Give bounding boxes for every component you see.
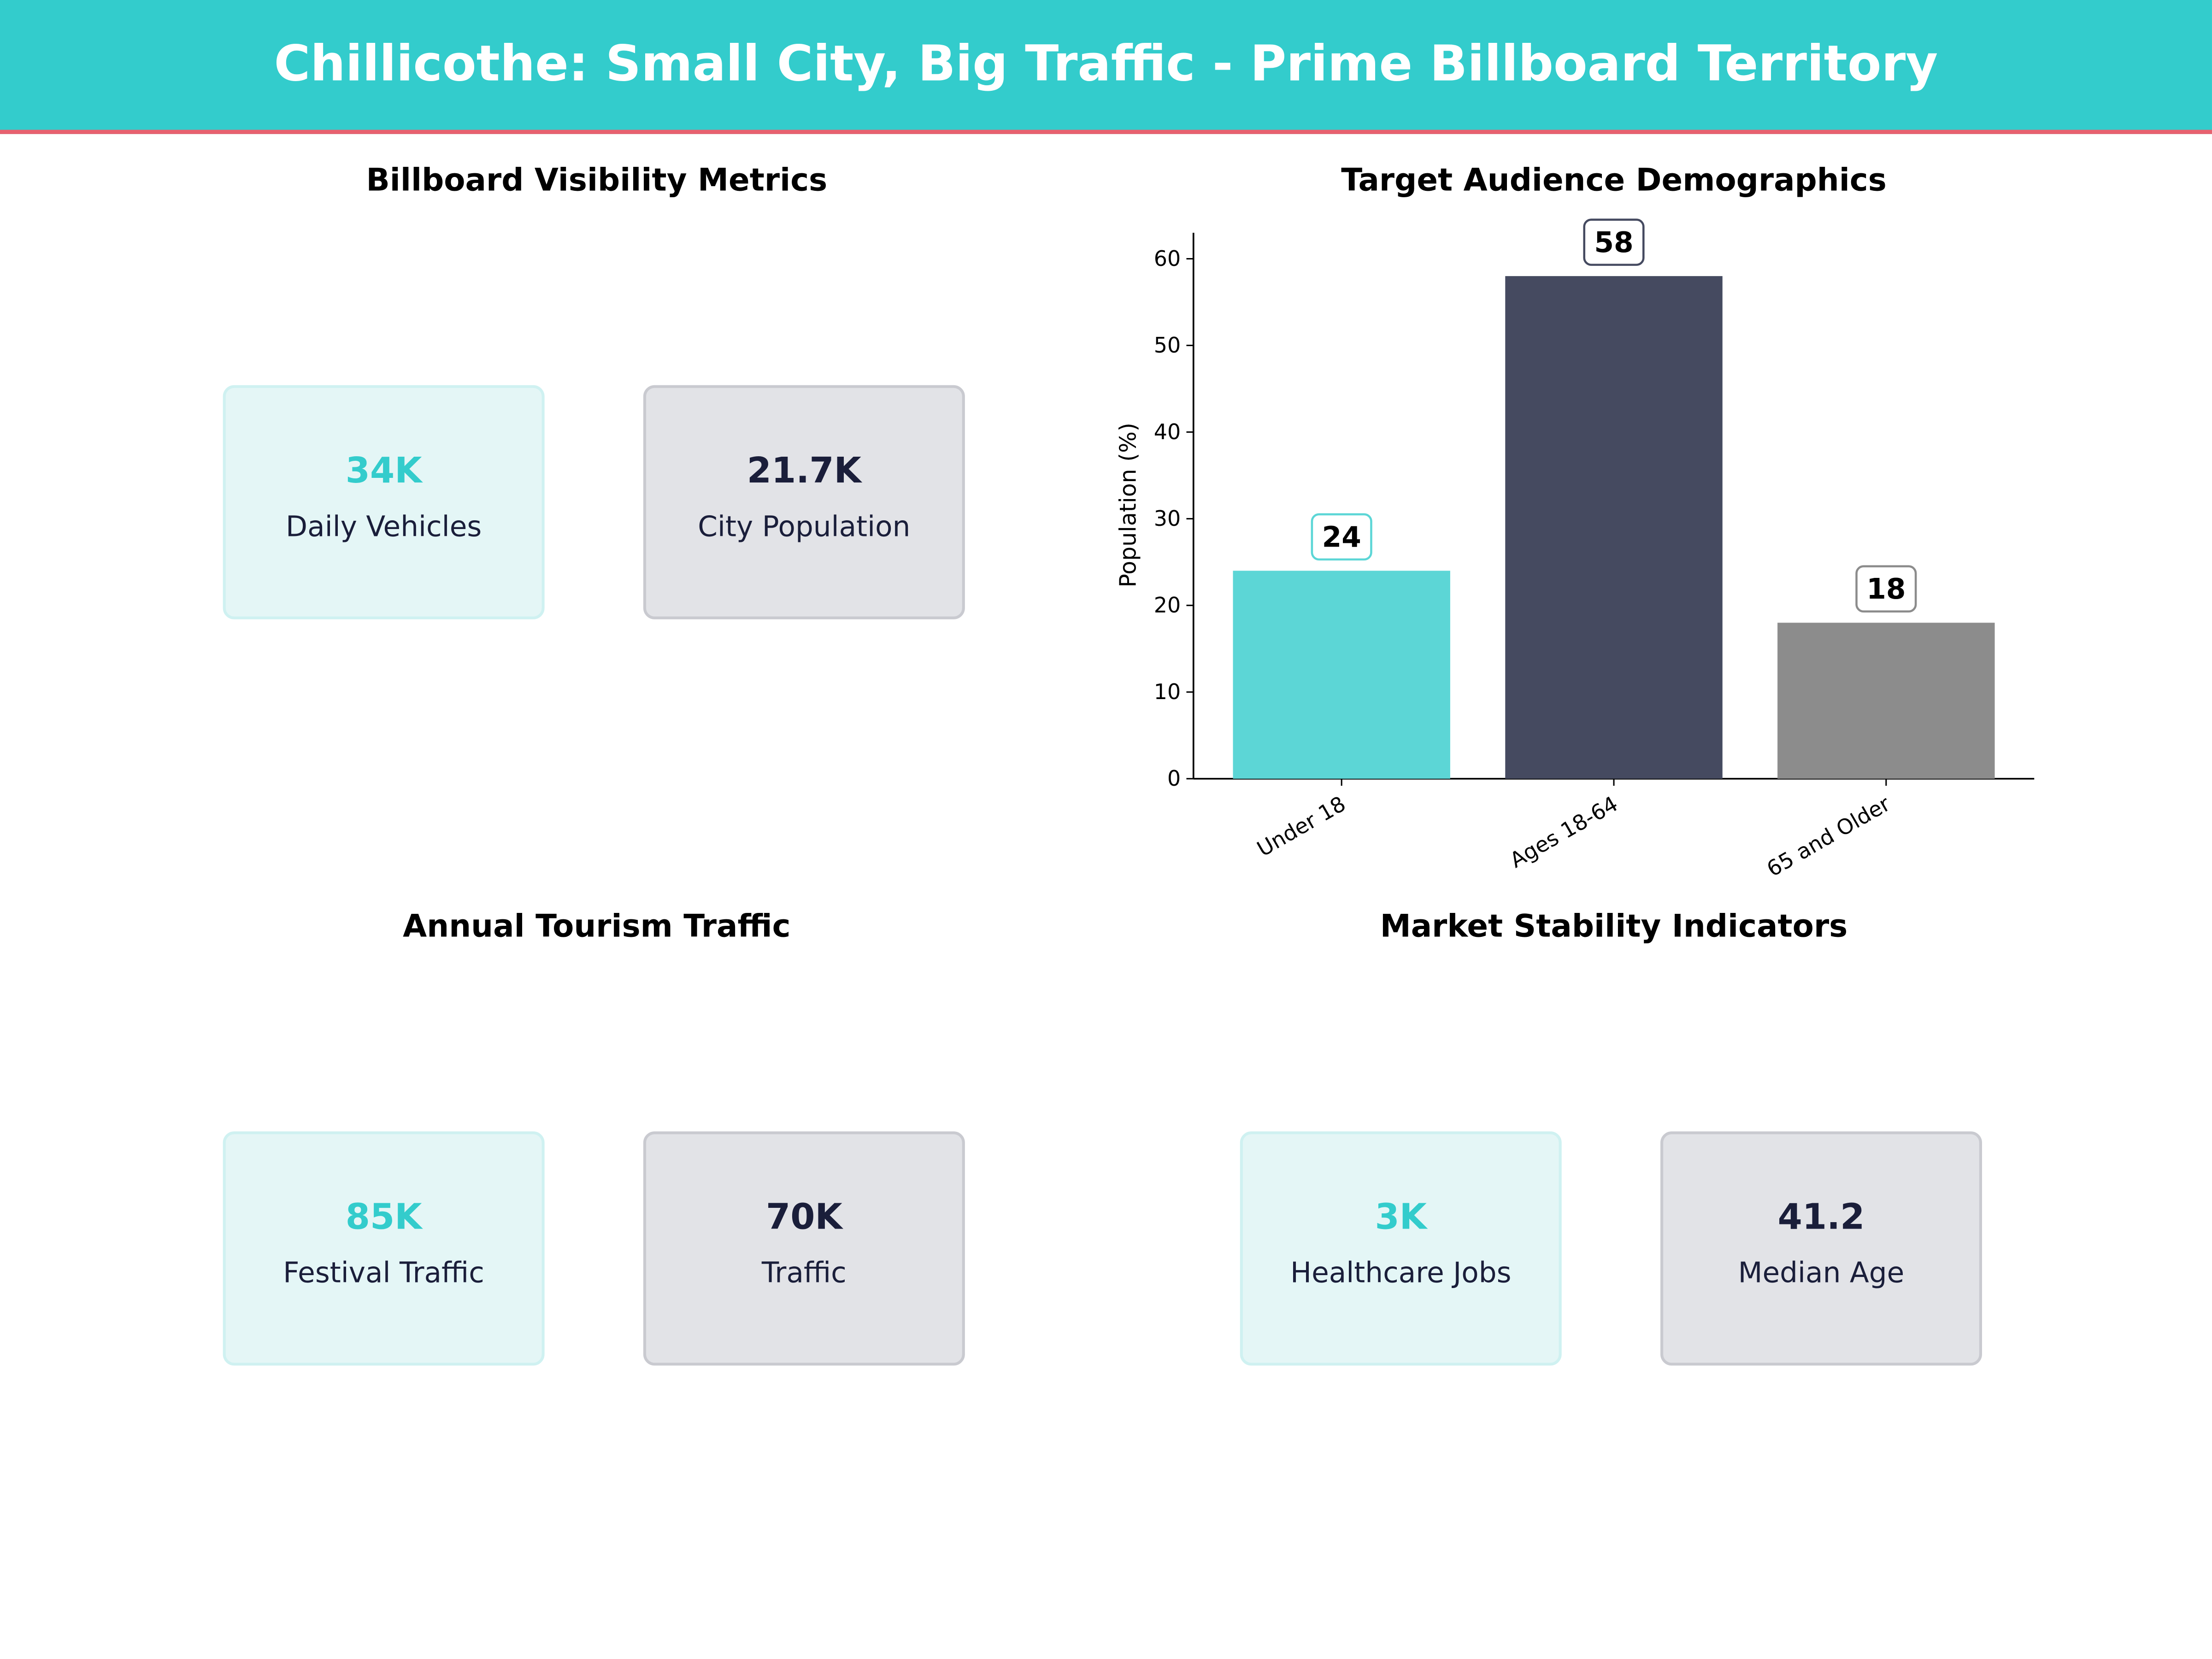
chart-title: Target Audience Demographics xyxy=(1341,164,1887,199)
y-axis-label: Population (%) xyxy=(1115,423,1141,588)
card-label: Festival Traffic xyxy=(283,1255,484,1289)
y-tick-label: 60 xyxy=(1154,246,1181,271)
data-label-box xyxy=(1855,565,1917,613)
x-tick-label: Under 18 xyxy=(1253,791,1350,862)
x-tick-label: Ages 18-64 xyxy=(1506,791,1622,873)
traffic-card: 70K Traffic xyxy=(643,1131,965,1366)
data-label-box xyxy=(1583,218,1645,266)
bar-65-and-older xyxy=(1777,623,1995,779)
card-label: Healthcare Jobs xyxy=(1290,1255,1512,1289)
data-label: 18 xyxy=(1866,573,1906,606)
festival-traffic-card: 85K Festival Traffic xyxy=(223,1131,545,1366)
x-tick-label: 65 and Older xyxy=(1763,791,1894,882)
y-tick-label: 30 xyxy=(1154,506,1181,531)
visibility-panel-title: Billboard Visibility Metrics xyxy=(366,164,828,199)
daily-vehicles-card: 34K Daily Vehicles xyxy=(223,385,545,619)
y-tick-label: 10 xyxy=(1154,679,1181,704)
data-label: 58 xyxy=(1594,226,1633,259)
card-label: City Population xyxy=(698,509,911,543)
card-value: 3K xyxy=(1375,1196,1427,1237)
data-label: 24 xyxy=(1322,521,1361,553)
y-tick-label: 50 xyxy=(1154,333,1181,358)
stability-panel-title: Market Stability Indicators xyxy=(1380,910,1848,946)
card-value: 70K xyxy=(765,1196,842,1237)
page-title: Chillicothe: Small City, Big Traffic - P… xyxy=(274,36,1938,94)
card-value: 41.2 xyxy=(1777,1196,1865,1237)
card-label: Traffic xyxy=(761,1255,847,1289)
card-value: 21.7K xyxy=(747,450,861,491)
bar-under-18 xyxy=(1233,571,1450,779)
bar-ages-18-64 xyxy=(1505,276,1723,779)
y-tick-label: 20 xyxy=(1154,593,1181,618)
city-population-card: 21.7K City Population xyxy=(643,385,965,619)
y-tick-label: 40 xyxy=(1154,419,1181,444)
y-tick-label: 0 xyxy=(1167,766,1181,791)
card-label: Median Age xyxy=(1738,1255,1905,1289)
header-banner: Chillicothe: Small City, Big Traffic - P… xyxy=(0,0,2212,134)
tourism-panel-title: Annual Tourism Traffic xyxy=(403,910,791,946)
card-value: 85K xyxy=(345,1196,422,1237)
healthcare-jobs-card: 3K Healthcare Jobs xyxy=(1240,1131,1562,1366)
median-age-card: 41.2 Median Age xyxy=(1660,1131,1982,1366)
card-label: Daily Vehicles xyxy=(286,509,482,543)
data-label-box xyxy=(1311,513,1372,561)
card-value: 34K xyxy=(345,450,422,491)
